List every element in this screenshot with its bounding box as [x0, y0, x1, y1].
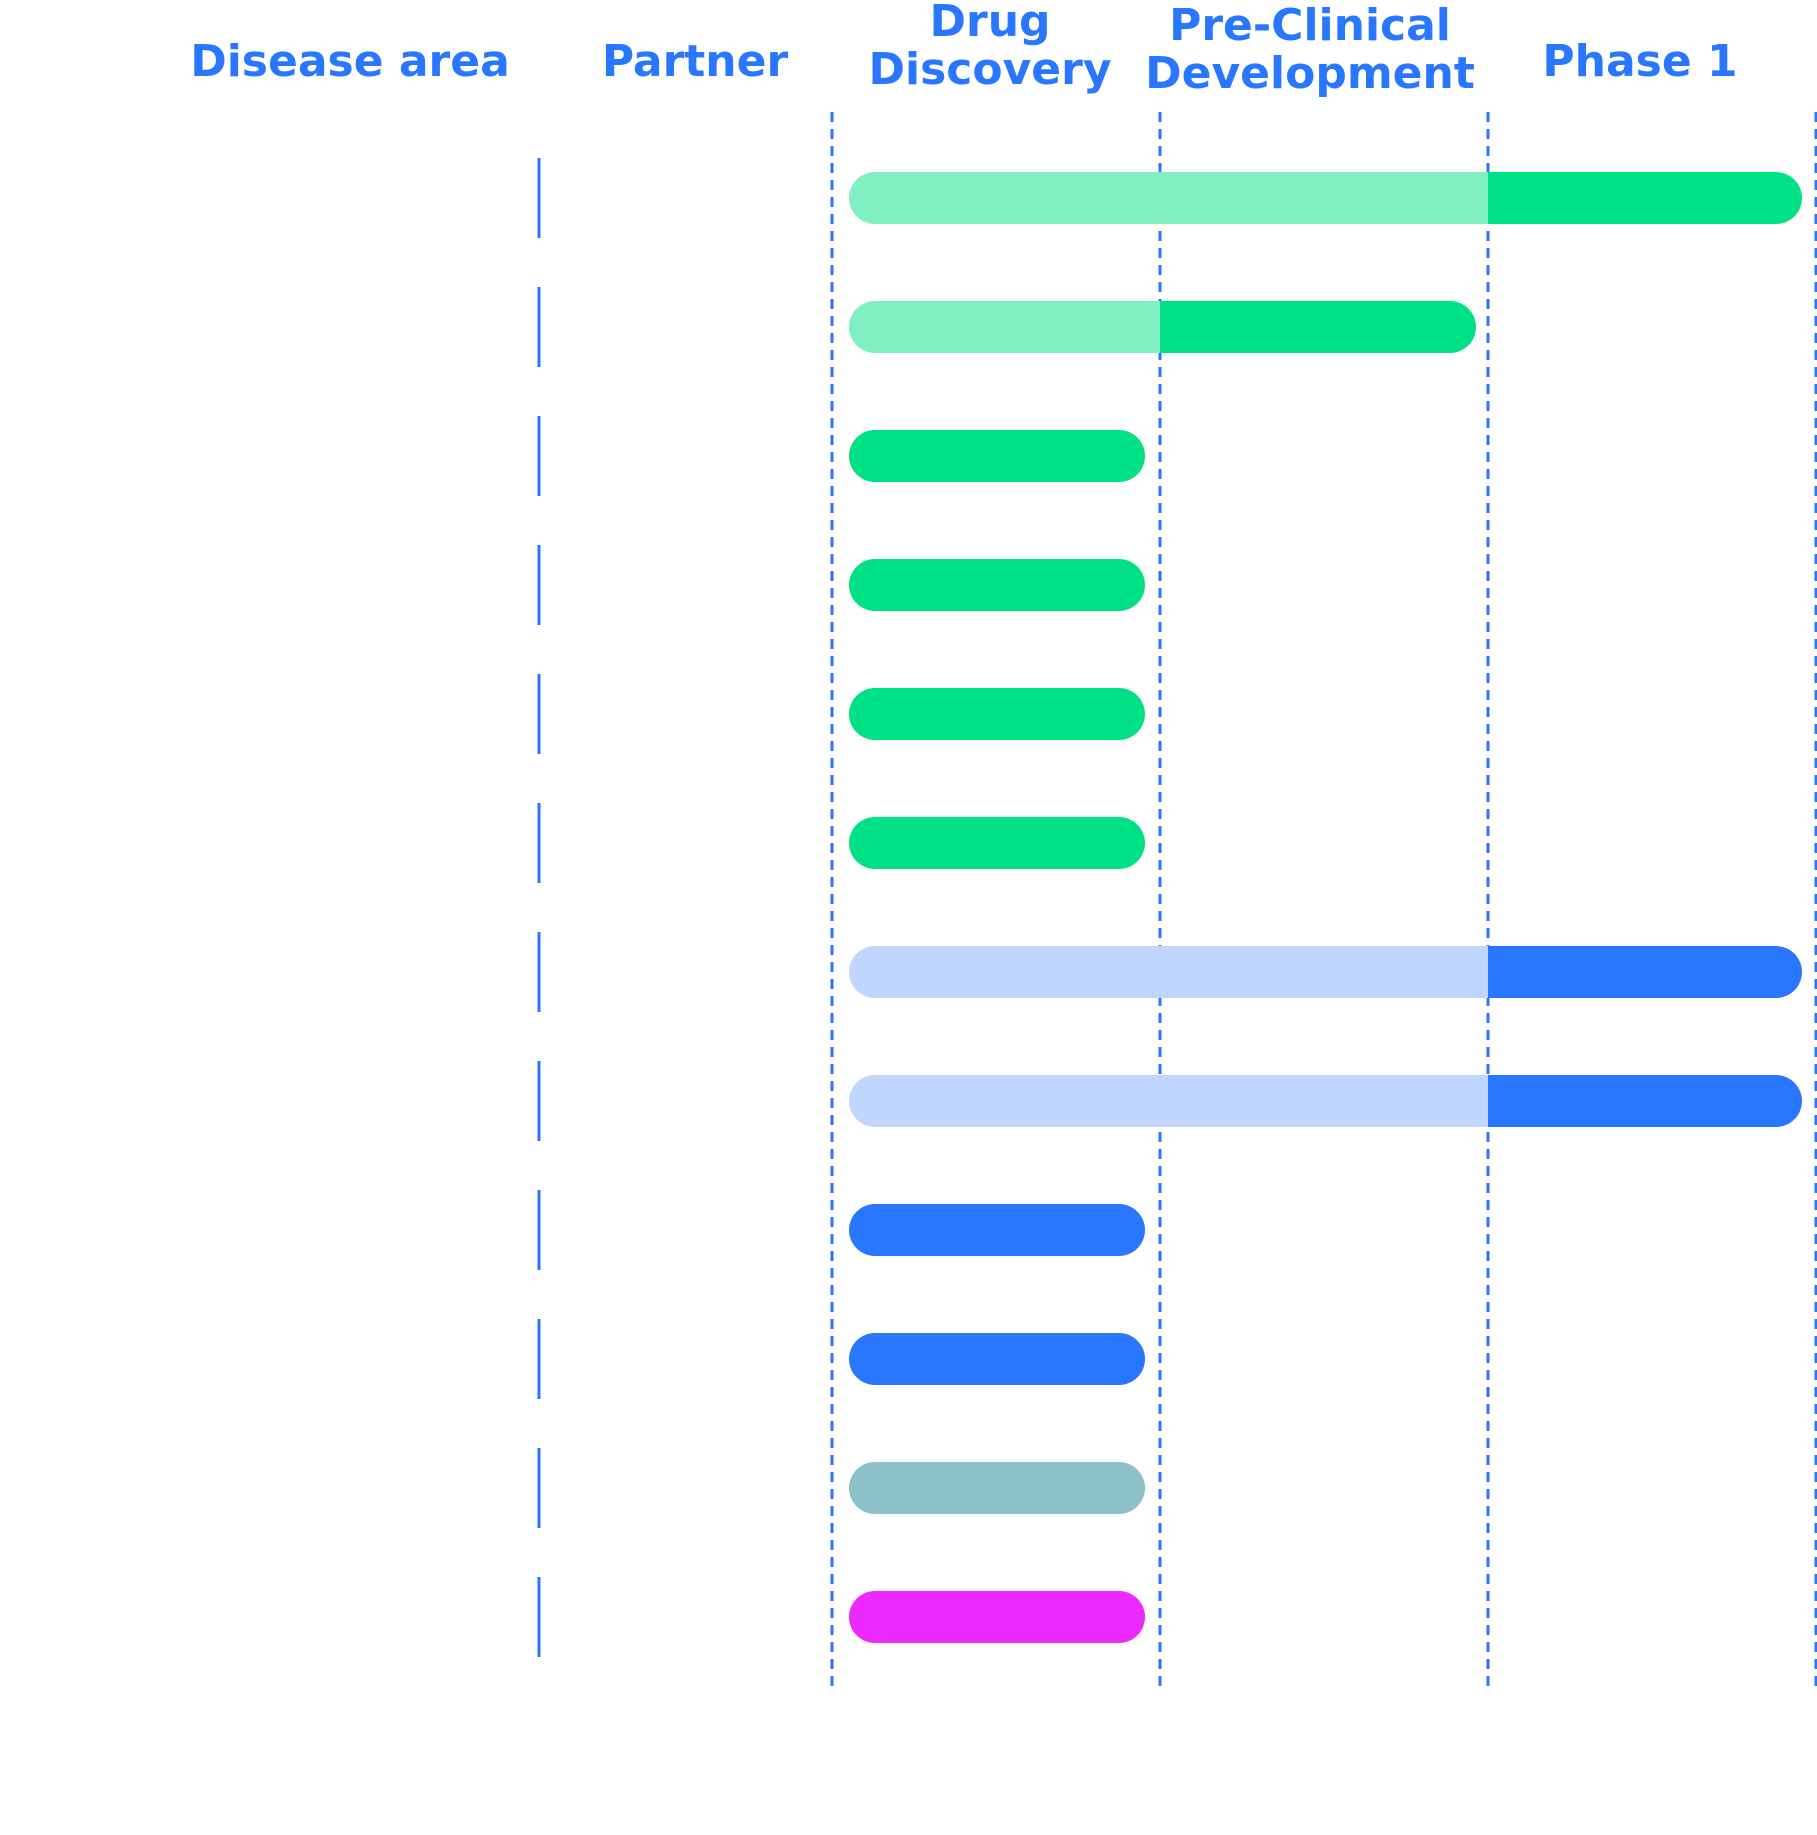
header-preclinical: Pre-Clinical Development: [1140, 2, 1480, 98]
bar-current-segment: [849, 559, 1145, 611]
header-partner-label: Partner: [601, 36, 789, 87]
bar-current-segment: [1488, 172, 1802, 224]
bar-current-segment: [849, 1204, 1145, 1256]
header-preclinical-line2: Development: [1145, 48, 1475, 99]
bar-completed-segment: [849, 946, 1488, 998]
bar-current-segment: [849, 688, 1145, 740]
header-disease-area-label: Disease area: [190, 36, 510, 87]
header-drug-discovery-line1: Drug: [929, 0, 1051, 47]
bar-completed-segment: [849, 301, 1160, 353]
bar-current-segment: [849, 1333, 1145, 1385]
bar-current-segment: [1160, 301, 1476, 353]
bar-current-segment: [849, 430, 1145, 482]
header-partner: Partner: [560, 38, 830, 86]
bar-completed-segment: [849, 1075, 1488, 1127]
bar-current-segment: [849, 1591, 1145, 1643]
bar-current-segment: [849, 1462, 1145, 1514]
bar-current-segment: [849, 817, 1145, 869]
header-drug-discovery: Drug Discovery: [840, 0, 1140, 94]
header-drug-discovery-line2: Discovery: [868, 44, 1112, 95]
header-disease-area: Disease area: [140, 38, 560, 86]
bar-completed-segment: [849, 172, 1488, 224]
header-phase1: Phase 1: [1480, 38, 1800, 86]
header-preclinical-line1: Pre-Clinical: [1169, 0, 1451, 51]
bar-current-segment: [1488, 946, 1802, 998]
bar-current-segment: [1488, 1075, 1802, 1127]
header-phase1-label: Phase 1: [1542, 36, 1738, 87]
